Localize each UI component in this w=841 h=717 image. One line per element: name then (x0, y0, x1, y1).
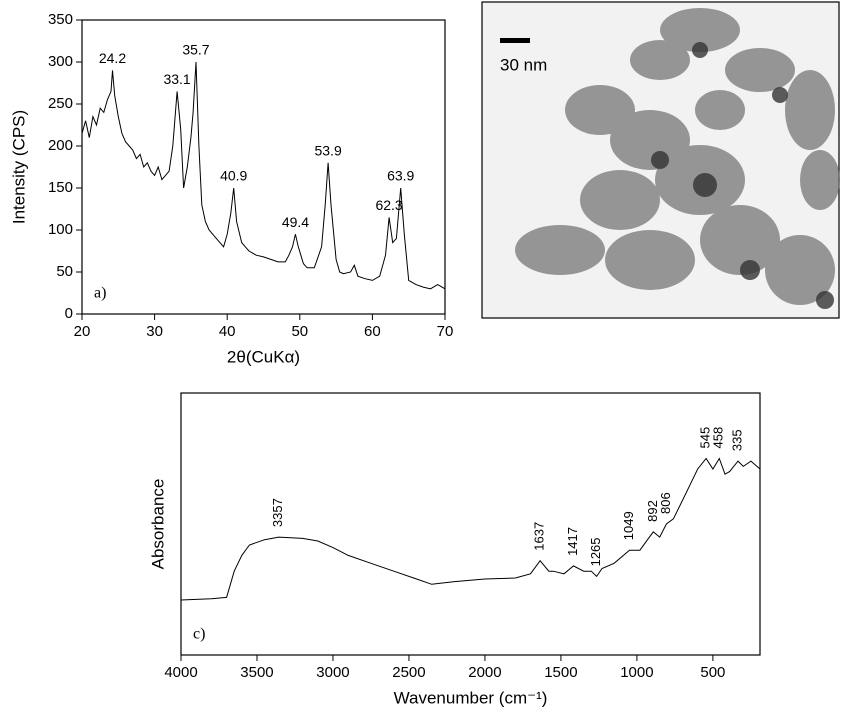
x-tick-label: 1500 (544, 664, 577, 681)
particles (515, 8, 840, 305)
peak-label: 49.4 (282, 214, 309, 230)
x-tick-label: 4000 (164, 664, 197, 681)
peak-label: 40.9 (220, 168, 247, 184)
x-tick-label: 1000 (620, 664, 653, 681)
peak-label: 63.9 (387, 168, 414, 184)
y-tick-label: 150 (48, 179, 73, 196)
x-axis-label: Wavenumber (cm⁻¹) (394, 688, 548, 707)
peak-label: 806 (658, 492, 673, 514)
curve (180, 457, 761, 601)
x-tick-label: 3000 (316, 664, 349, 681)
peak-label: 1265 (588, 537, 603, 566)
y-axis-label: Intensity (CPS) (9, 110, 28, 224)
peak-label: 24.2 (99, 50, 126, 66)
x-tick-label: 20 (74, 323, 91, 340)
x-tick-label: 2500 (392, 664, 425, 681)
x-tick-label: 40 (219, 323, 236, 340)
x-tick-label: 30 (146, 323, 163, 340)
peak-label: 1049 (621, 511, 636, 540)
peak-label: 892 (645, 500, 660, 522)
y-tick-label: 50 (56, 263, 73, 280)
x-tick-label: 60 (364, 323, 381, 340)
y-tick-label: 350 (48, 11, 73, 28)
tem-image: 30 nm (481, 1, 840, 319)
scale-bar (500, 38, 530, 43)
peak-label: 62.3 (375, 197, 402, 213)
y-axis-label: Absorbance (148, 479, 167, 570)
x-tick-label: 500 (700, 664, 725, 681)
peak-label: 335 (729, 429, 744, 451)
peak-label: 35.7 (182, 42, 209, 58)
panel-label: c) (193, 626, 205, 643)
x-tick-label: 70 (437, 323, 454, 340)
peak-label: 3357 (270, 498, 285, 527)
y-tick-label: 100 (48, 221, 73, 238)
panel-label: a) (94, 285, 106, 302)
plot-frame (81, 19, 446, 315)
peak-label: 458 (711, 427, 726, 449)
x-axis-label: 2θ(CuKα) (227, 347, 300, 366)
x-tick-label: 3500 (240, 664, 273, 681)
scale-label: 30 nm (500, 55, 547, 74)
y-tick-label: 300 (48, 53, 73, 70)
peak-label: 1417 (565, 527, 580, 556)
y-tick-label: 200 (48, 137, 73, 154)
peak-label: 53.9 (314, 143, 341, 159)
y-tick-label: 250 (48, 95, 73, 112)
peak-label: 1637 (532, 522, 547, 551)
plot-frame (180, 392, 761, 656)
peak-label: 545 (697, 427, 712, 449)
x-tick-label: 2000 (468, 664, 501, 681)
y-tick-label: 0 (65, 305, 73, 322)
dark-particles (651, 42, 834, 309)
peak-label: 33.1 (163, 71, 190, 87)
curve (81, 61, 446, 290)
x-tick-label: 50 (291, 323, 308, 340)
